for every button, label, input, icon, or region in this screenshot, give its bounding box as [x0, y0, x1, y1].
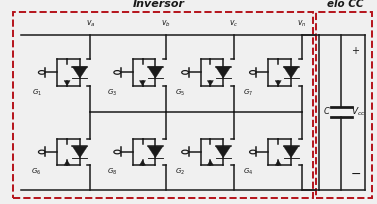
- Polygon shape: [139, 81, 146, 86]
- Polygon shape: [72, 67, 87, 78]
- Text: $G_{3}$: $G_{3}$: [107, 88, 117, 98]
- Text: $G_{7}$: $G_{7}$: [243, 88, 253, 98]
- Text: $G_{6}$: $G_{6}$: [31, 167, 42, 177]
- Text: $-$: $-$: [350, 167, 361, 180]
- Bar: [316, 12, 372, 198]
- Polygon shape: [139, 160, 146, 165]
- Text: $v_{c}$: $v_{c}$: [229, 18, 238, 29]
- Text: $C$: $C$: [323, 105, 331, 116]
- Text: elo CC: elo CC: [327, 0, 363, 9]
- Polygon shape: [64, 81, 70, 86]
- Text: $G_{5}$: $G_{5}$: [175, 88, 185, 98]
- Polygon shape: [64, 160, 70, 165]
- Bar: [13, 12, 313, 198]
- Text: $G_{2}$: $G_{2}$: [175, 167, 185, 177]
- Text: $+$: $+$: [351, 45, 360, 57]
- Polygon shape: [216, 67, 231, 78]
- Polygon shape: [216, 146, 231, 158]
- Polygon shape: [284, 146, 299, 158]
- Text: $v_{a}$: $v_{a}$: [86, 18, 95, 29]
- Text: $G_{4}$: $G_{4}$: [242, 167, 253, 177]
- Text: $v_{b}$: $v_{b}$: [161, 18, 171, 29]
- Polygon shape: [148, 67, 163, 78]
- Polygon shape: [148, 146, 163, 158]
- Polygon shape: [207, 160, 213, 165]
- Text: $G_{8}$: $G_{8}$: [107, 167, 117, 177]
- Text: $G_{1}$: $G_{1}$: [32, 88, 41, 98]
- Polygon shape: [275, 81, 281, 86]
- Polygon shape: [72, 146, 87, 158]
- Text: $V_{cc}$: $V_{cc}$: [351, 106, 366, 119]
- Polygon shape: [275, 160, 281, 165]
- Polygon shape: [207, 81, 213, 86]
- Text: Inversor: Inversor: [132, 0, 184, 9]
- Text: $v_{n}$: $v_{n}$: [297, 18, 307, 29]
- Polygon shape: [284, 67, 299, 78]
